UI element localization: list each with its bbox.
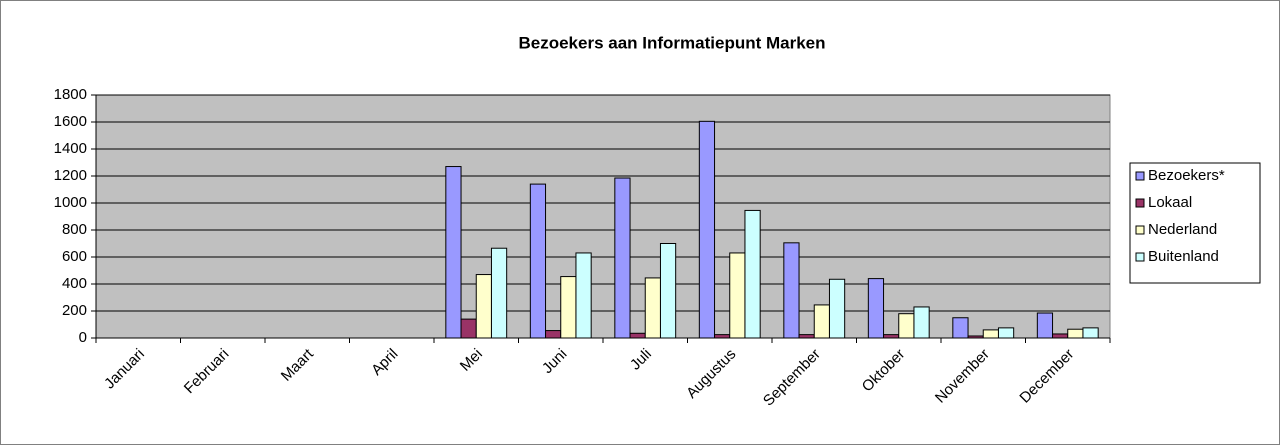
- bar: [898, 313, 915, 339]
- legend-label: Bezoekers*: [1148, 167, 1225, 184]
- y-tick-label: 1000: [54, 194, 87, 211]
- y-tick-label: 1600: [54, 113, 87, 130]
- y-tick-label: 400: [62, 275, 87, 292]
- bar: [629, 332, 646, 339]
- legend-label: Lokaal: [1148, 194, 1192, 211]
- bar: [828, 278, 846, 339]
- y-tick-label: 600: [62, 248, 87, 265]
- bar: [1052, 333, 1069, 339]
- bar: [729, 252, 746, 339]
- bar: [644, 277, 661, 339]
- bar: [714, 334, 731, 339]
- bar: [982, 329, 999, 339]
- bar: [952, 317, 969, 339]
- bar: [560, 276, 577, 339]
- y-tick-label: 200: [62, 302, 87, 319]
- bar: [1036, 312, 1054, 339]
- bar: [883, 334, 900, 339]
- bar: [529, 183, 547, 339]
- legend-swatch: [1135, 252, 1145, 262]
- bar: [475, 274, 492, 339]
- legend-label: Nederland: [1148, 221, 1217, 238]
- bar: [1082, 327, 1099, 339]
- bar: [614, 177, 631, 339]
- legend-label: Buitenland: [1148, 248, 1219, 265]
- y-tick-label: 1400: [54, 140, 87, 157]
- bar: [867, 278, 885, 339]
- legend-swatch: [1135, 171, 1145, 181]
- bar: [913, 306, 930, 339]
- chart-title: Bezoekers aan Informatiepunt Marken: [518, 33, 825, 52]
- bar: [997, 327, 1015, 339]
- bar: [460, 318, 477, 339]
- bar: [967, 335, 984, 339]
- bar: [445, 166, 462, 339]
- legend-swatch: [1135, 198, 1145, 208]
- bar: [783, 242, 800, 339]
- y-tick-label: 800: [62, 221, 87, 238]
- bar: [744, 209, 761, 339]
- legend-swatch: [1135, 225, 1145, 235]
- bar: [659, 243, 677, 339]
- y-tick-label: 0: [79, 329, 87, 346]
- legend-box: [1129, 162, 1261, 284]
- plot-area: [95, 94, 1111, 339]
- y-tick-label: 1200: [54, 167, 87, 184]
- bar: [698, 120, 716, 339]
- bar: [1067, 328, 1084, 339]
- bar: [575, 252, 592, 339]
- bar: [545, 330, 562, 339]
- y-tick-label: 1800: [54, 86, 87, 103]
- bar: [813, 304, 830, 339]
- bar: [798, 334, 815, 339]
- bar: [490, 247, 508, 339]
